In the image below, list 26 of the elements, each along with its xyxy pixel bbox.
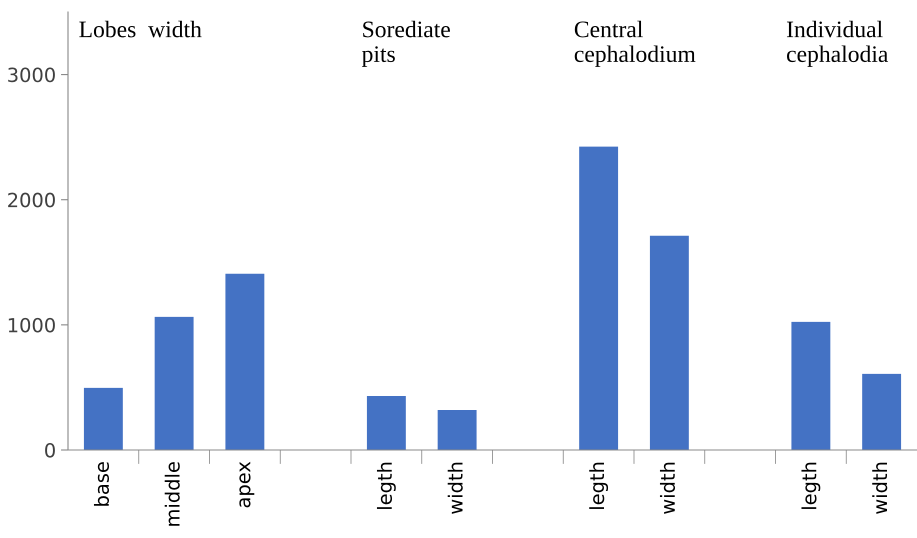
annotation: Sorediate pits xyxy=(362,20,450,67)
x-tick-label: width xyxy=(660,462,676,514)
y-tick-label: 2000 xyxy=(8,192,55,208)
bar xyxy=(225,274,264,450)
y-tick-label: 1000 xyxy=(8,318,55,333)
x-tick-label: legth xyxy=(376,462,396,509)
y-tick-label: 3000 xyxy=(8,68,55,82)
bar xyxy=(650,236,689,450)
bar xyxy=(366,396,406,450)
x-tick-label: width xyxy=(872,462,888,514)
x-tick-label: apex xyxy=(239,462,254,508)
bar xyxy=(84,388,123,450)
x-tick-label: width xyxy=(448,462,463,514)
x-tick-label: base xyxy=(94,462,110,506)
bar xyxy=(862,374,902,450)
annotation: Central cephalodium xyxy=(574,20,696,67)
bar xyxy=(438,410,477,450)
y-tick-label: 0 xyxy=(45,442,55,458)
bar xyxy=(579,146,618,450)
x-tick-label: legth xyxy=(801,462,820,509)
bar xyxy=(791,322,830,450)
bar xyxy=(154,316,194,450)
annotation: Individual cephalodia xyxy=(786,20,888,67)
x-tick-label: middle xyxy=(164,462,180,526)
x-tick-label: legth xyxy=(589,462,608,509)
annotation: Lobes width xyxy=(79,20,202,38)
